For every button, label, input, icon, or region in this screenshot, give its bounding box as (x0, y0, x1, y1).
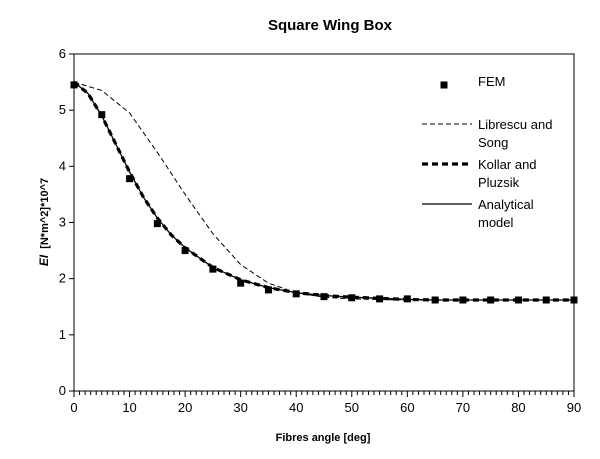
x-tick-label: 60 (400, 400, 414, 415)
series-line-1 (73, 81, 574, 301)
x-tick-label: 20 (178, 400, 192, 415)
legend-label: Analytical (478, 197, 534, 212)
x-axis-label: Fibres angle [deg] (276, 432, 371, 444)
y-axis-label-units: [N*m^2]*10^7 (39, 178, 51, 249)
data-point (431, 296, 439, 304)
x-tick-label: 70 (456, 400, 470, 415)
data-point (348, 294, 356, 302)
x-tick-label: 0 (70, 400, 77, 415)
data-point (209, 265, 217, 273)
y-tick-label: 5 (59, 102, 66, 117)
y-axis-label-symbol: EI (37, 254, 51, 266)
svg-text:EI[N*m^2]*10^7: EI [N*m^2]*10^7 (37, 178, 51, 266)
y-tick-label: 3 (59, 215, 66, 230)
data-point (403, 295, 411, 303)
x-tick-label: 80 (511, 400, 525, 415)
x-tick-label: 90 (567, 400, 581, 415)
plot-area (70, 80, 578, 304)
data-point (237, 279, 245, 287)
legend-marker-fem (440, 81, 448, 89)
data-point (487, 296, 495, 304)
data-point (153, 220, 161, 228)
legend: FEM Librescu and Song Kollar and Pluzsik Anal… (422, 74, 552, 230)
data-point (542, 296, 550, 304)
x-tick-label: 30 (233, 400, 247, 415)
y-tick-label: 1 (59, 327, 66, 342)
x-tick-label: 40 (289, 400, 303, 415)
y-tick-label: 2 (59, 271, 66, 286)
y-axis-label: EI [N*m^2]*10^7 (37, 178, 51, 266)
data-point (126, 175, 134, 183)
data-point (264, 286, 272, 294)
data-point (514, 296, 522, 304)
legend-label: Kollar and (478, 157, 537, 172)
legend-label: Pluzsik (478, 175, 520, 190)
data-point (181, 247, 189, 255)
x-tick-label: 50 (345, 400, 359, 415)
data-point (459, 296, 467, 304)
data-point (376, 295, 384, 303)
legend-label: FEM (478, 74, 505, 89)
data-point (320, 293, 328, 301)
y-tick-label: 0 (59, 383, 66, 398)
x-tick-label: 10 (122, 400, 136, 415)
data-point (292, 290, 300, 298)
y-tick-label: 6 (59, 46, 66, 61)
y-tick-label: 4 (59, 158, 66, 173)
legend-label: model (478, 215, 514, 230)
legend-label: Song (478, 135, 508, 150)
data-point (98, 111, 106, 119)
legend-label: Librescu and (478, 117, 552, 132)
chart-title: Square Wing Box (268, 17, 393, 34)
